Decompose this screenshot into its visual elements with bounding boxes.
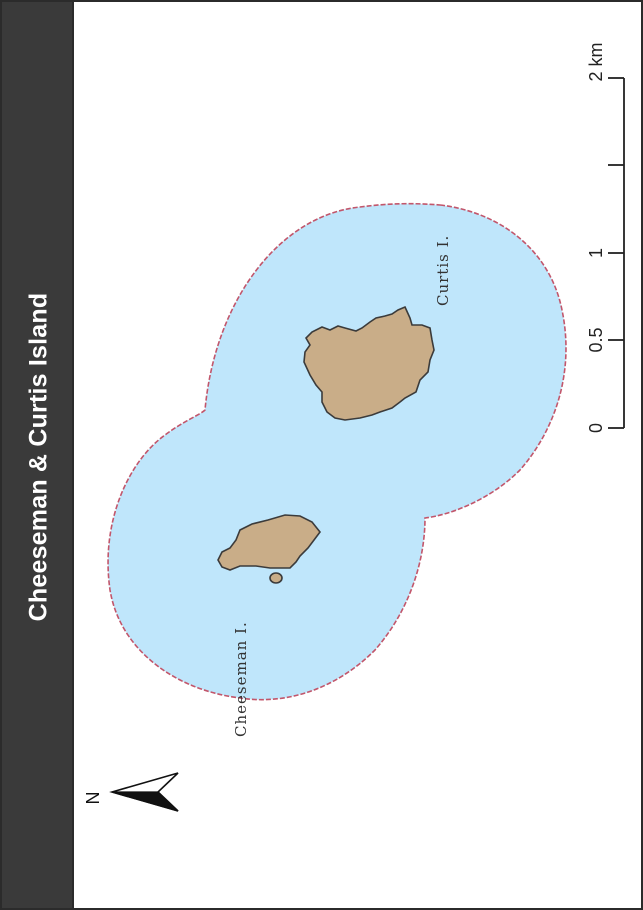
title-bar: Cheeseman & Curtis Island xyxy=(2,2,72,908)
title-divider xyxy=(72,2,74,908)
cheeseman-island-label: Cheeseman I. xyxy=(232,621,250,737)
scale-label-1: 1 xyxy=(586,248,606,258)
scale-bar xyxy=(608,77,625,429)
marine-buffer-zone xyxy=(107,202,567,701)
north-arrow-icon xyxy=(109,772,179,812)
scale-label-0-5: 0.5 xyxy=(586,327,606,352)
curtis-island-label: Curtis I. xyxy=(434,235,452,306)
north-label: N xyxy=(83,792,103,805)
curtis-island-landmass xyxy=(303,305,435,421)
scale-label-0: 0 xyxy=(586,423,606,433)
scale-label-2km: 2 km xyxy=(586,42,606,81)
cheeseman-island-landmass xyxy=(217,514,322,584)
